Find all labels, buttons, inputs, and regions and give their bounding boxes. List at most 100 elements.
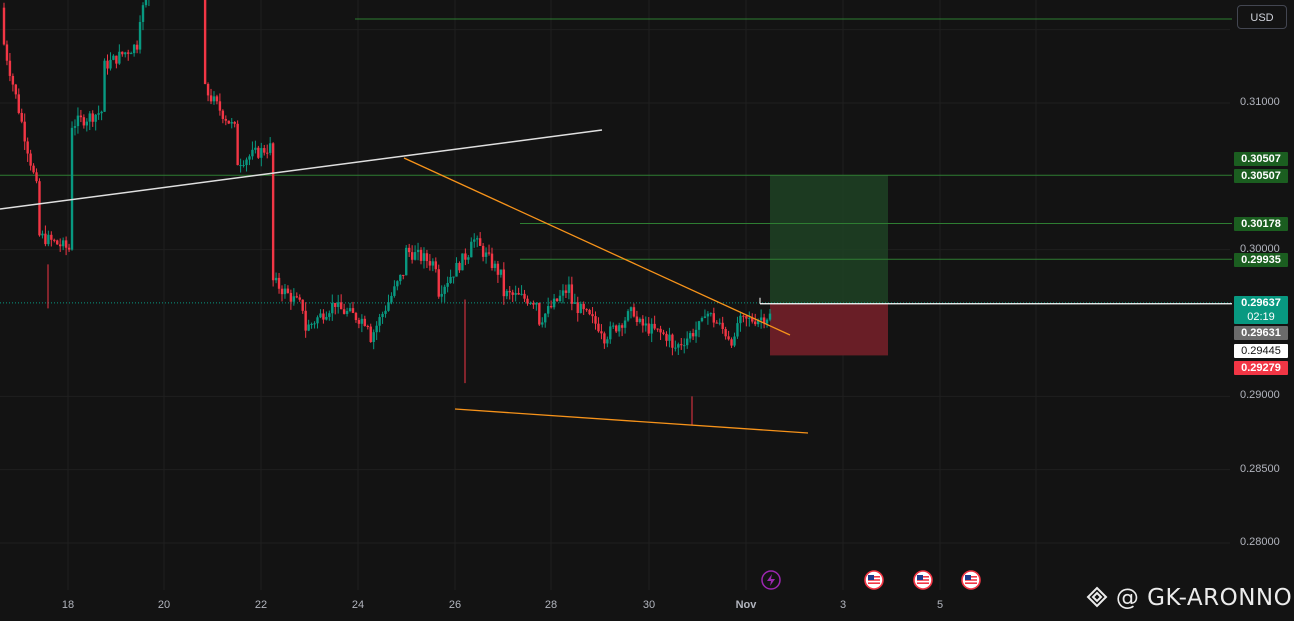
- candle-body: [434, 261, 437, 270]
- candle-body: [396, 281, 399, 287]
- candle-body: [632, 307, 636, 317]
- candle-body: [502, 269, 506, 297]
- candle-body: [544, 313, 547, 323]
- candle-body: [103, 60, 106, 112]
- candle-body: [70, 127, 74, 250]
- candle-body: [514, 293, 517, 295]
- candle-body: [106, 60, 109, 69]
- candle-body: [688, 333, 692, 339]
- candle-body: [144, 0, 148, 6]
- candle-body: [405, 247, 408, 276]
- y-axis-tick: 0.29000: [1240, 389, 1280, 402]
- candle-body: [538, 302, 541, 325]
- candle-body: [85, 121, 89, 126]
- candle-body: [647, 323, 650, 334]
- candle-body: [277, 277, 281, 289]
- x-axis-tick: 20: [157, 599, 171, 611]
- x-axis-tick: 28: [544, 599, 558, 611]
- candle-body: [609, 326, 612, 340]
- candle-body: [680, 344, 683, 346]
- candle-body: [520, 293, 523, 295]
- candle-body: [53, 239, 56, 241]
- candle-body: [437, 269, 440, 297]
- candle-body: [549, 306, 553, 308]
- candle-body: [570, 284, 574, 304]
- candle-body: [206, 83, 210, 96]
- candle-body: [700, 317, 704, 322]
- us-flag-icon[interactable]: [961, 570, 981, 590]
- price-label-entry: 0.29631: [1234, 326, 1288, 340]
- y-axis-tick: 0.30000: [1240, 242, 1280, 255]
- candle-body: [573, 302, 577, 304]
- candle-body: [313, 323, 316, 325]
- stop-zone: [770, 303, 888, 356]
- candle-body: [490, 253, 494, 268]
- candle-body: [727, 336, 730, 340]
- price-label-target: 0.30507: [1234, 152, 1288, 166]
- candle-body: [561, 290, 565, 296]
- candle-body: [345, 311, 349, 314]
- candle-body: [387, 302, 390, 311]
- candle-body: [209, 95, 213, 102]
- candle-body: [564, 290, 568, 293]
- candle-body: [141, 5, 145, 22]
- x-axis-tick: 24: [351, 599, 365, 611]
- candle-body: [558, 295, 562, 301]
- us-flag-icon[interactable]: [913, 570, 933, 590]
- candle-body: [254, 147, 257, 150]
- x-axis-tick: 30: [642, 599, 656, 611]
- candle-body: [14, 84, 18, 95]
- candle-body: [449, 277, 452, 283]
- candle-body: [662, 332, 665, 334]
- candle-body: [742, 315, 745, 317]
- candle-body: [132, 44, 136, 54]
- candle-body: [751, 317, 754, 322]
- candle-body: [635, 316, 639, 323]
- candle-body: [135, 44, 139, 50]
- candle-body: [597, 323, 600, 332]
- candle-body: [337, 302, 340, 307]
- candle-body: [307, 324, 310, 331]
- candle-body: [41, 233, 44, 236]
- us-flag-icon[interactable]: [864, 570, 884, 590]
- candle-body: [706, 313, 710, 317]
- candle-body: [351, 308, 355, 313]
- candle-body: [410, 252, 414, 260]
- currency-button[interactable]: USD: [1237, 5, 1287, 29]
- candle-body: [342, 309, 346, 314]
- price-label-stop: 0.29279: [1234, 361, 1288, 375]
- candle-body: [298, 297, 301, 300]
- candle-body: [292, 296, 296, 302]
- candle-body: [44, 233, 47, 245]
- candle-body: [511, 292, 514, 295]
- candle-body: [617, 325, 621, 332]
- candle-body: [91, 113, 94, 122]
- candle-body: [691, 333, 695, 337]
- candle-body: [736, 323, 739, 337]
- lightning-icon[interactable]: [761, 570, 781, 590]
- candle-body: [721, 322, 724, 329]
- candle-body: [17, 94, 20, 113]
- candle-body: [455, 262, 458, 277]
- candle-body: [11, 75, 15, 85]
- candle-body: [541, 322, 544, 325]
- trend-line-descending: [403, 157, 791, 336]
- candle-body: [428, 261, 432, 266]
- candle-body: [375, 325, 378, 333]
- candle-body: [260, 148, 263, 158]
- candle-body: [334, 302, 337, 307]
- candle-body: [555, 298, 559, 301]
- candle-body: [47, 234, 50, 245]
- candle-body: [697, 321, 701, 330]
- candle-body: [331, 302, 334, 314]
- candle-body: [23, 121, 26, 142]
- candle-body: [694, 329, 698, 337]
- candle-body: [585, 309, 588, 311]
- candle-body: [127, 52, 130, 54]
- candle-body: [623, 320, 627, 328]
- watermark-text: @ GK-ARONNO: [1115, 585, 1293, 611]
- binance-logo-icon: [1086, 586, 1108, 608]
- candle-body: [268, 143, 272, 153]
